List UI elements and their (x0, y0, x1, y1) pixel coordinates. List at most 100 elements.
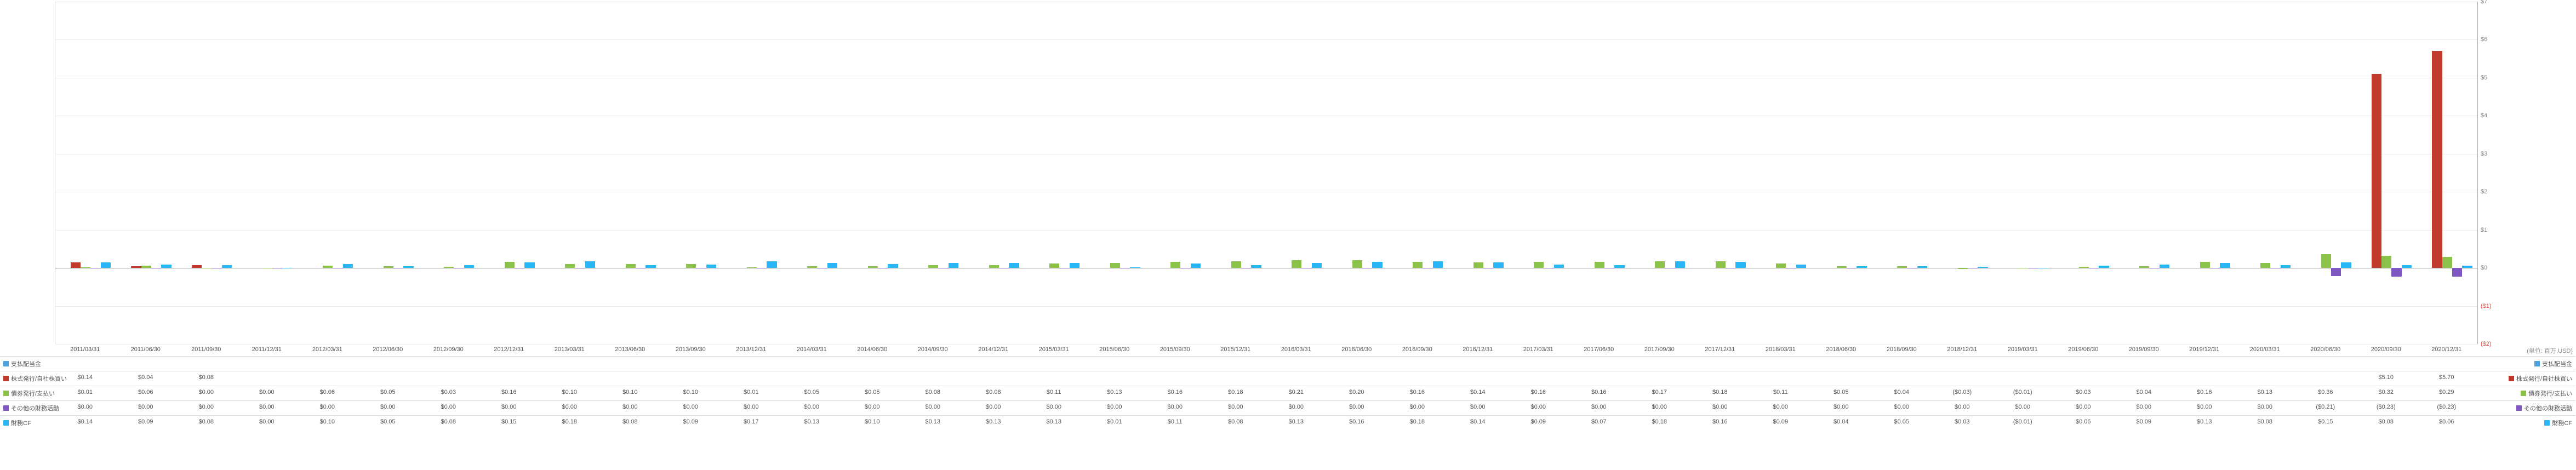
bar-fincf (706, 265, 716, 268)
bar-fincf (1191, 263, 1201, 268)
bar-fincf (1251, 265, 1261, 268)
cell: $0.05 (380, 389, 396, 396)
bar-debt (1716, 261, 1726, 268)
bar-equity (2372, 74, 2381, 268)
bar-fincf (403, 266, 413, 268)
bar-fincf (1978, 267, 1987, 268)
cell: $0.00 (198, 404, 214, 410)
bar-debt (1292, 260, 1301, 268)
y-tick-label: $6 (2481, 36, 2487, 43)
bar-debt (1352, 260, 1362, 268)
cell: $0.16 (1712, 419, 1728, 425)
cell: ($0.23) (2377, 404, 2396, 410)
table-row-equity: 株式発行/自社株買い株式発行/自社株買い$0.14$0.04$0.08$5.10… (0, 371, 2575, 386)
bar-fincf (2220, 263, 2230, 268)
cell: $0.18 (1409, 419, 1425, 425)
cell: $0.15 (501, 419, 517, 425)
series-label: 支払配当金 (2542, 359, 2572, 368)
cell: $0.16 (1409, 389, 1425, 396)
cell: $0.09 (1530, 419, 1546, 425)
cell: $0.32 (2378, 389, 2394, 396)
bar-debt (747, 267, 757, 268)
period-header: 2016/03/31 (1281, 346, 1311, 353)
bar-fincf (1857, 266, 1866, 268)
bar-other (2452, 268, 2462, 277)
legend-swatch (2509, 376, 2514, 381)
bar-debt (1534, 262, 1544, 268)
bar-fincf (2462, 266, 2472, 268)
period-header: 2018/03/31 (1766, 346, 1796, 353)
bar-fincf (524, 262, 534, 268)
y-tick-label: $2 (2481, 188, 2487, 195)
cell: $0.00 (1288, 404, 1304, 410)
period-header: 2017/06/30 (1584, 346, 1614, 353)
cell: $0.21 (1288, 389, 1304, 396)
cell: $5.70 (2439, 374, 2454, 381)
bar-fincf (2160, 265, 2169, 268)
cell: $0.00 (1773, 404, 1788, 410)
cell: $0.08 (198, 374, 214, 381)
cell: $0.08 (441, 419, 456, 425)
bar-fincf (1554, 265, 1564, 268)
cell: $0.17 (744, 419, 759, 425)
y-tick-label: $4 (2481, 112, 2487, 119)
period-header: 2017/12/31 (1705, 346, 1735, 353)
bar-debt (2139, 266, 2149, 268)
series-label: 支払配当金 (11, 359, 41, 368)
cell: $0.18 (1652, 419, 1667, 425)
legend-swatch (3, 420, 9, 426)
cell: $0.18 (1228, 389, 1243, 396)
period-header: 2016/12/31 (1463, 346, 1493, 353)
bar-fincf (1735, 262, 1745, 268)
bar-fincf (2402, 265, 2412, 268)
cell: $0.14 (77, 419, 93, 425)
period-header: 2019/12/31 (2189, 346, 2219, 353)
bar-debt (81, 267, 90, 268)
bar-debt (1837, 266, 1847, 268)
series-label: 株式発行/自社株買い (2516, 374, 2572, 383)
legend-swatch (2516, 405, 2522, 411)
y-tick-label: $0 (2481, 265, 2487, 271)
bar-fincf (343, 264, 353, 268)
bar-equity (131, 266, 141, 268)
cell: ($0.23) (2437, 404, 2456, 410)
cell: $0.01 (77, 389, 93, 396)
cell: $0.11 (1168, 419, 1183, 425)
cell: $0.00 (198, 389, 214, 396)
period-header: 2020/03/31 (2250, 346, 2280, 353)
cell: $0.11 (1047, 389, 1061, 396)
bar-debt (1958, 268, 1968, 269)
cell: $0.14 (1470, 389, 1486, 396)
table-row-other: その他の財務活動その他の財務活動$0.00$0.00$0.00$0.00$0.0… (0, 400, 2575, 415)
cell: $0.05 (380, 419, 396, 425)
period-header: 2014/06/30 (857, 346, 887, 353)
table-row-debt: 債券発行/支払い債券発行/支払い$0.01$0.06$0.00$0.00$0.0… (0, 386, 2575, 400)
bar-fincf (949, 263, 958, 268)
cell: $0.29 (2439, 389, 2454, 396)
cell: $0.00 (77, 404, 93, 410)
bar-debt (2321, 254, 2331, 268)
period-header: 2011/09/30 (191, 346, 221, 353)
bar-other (2331, 268, 2341, 276)
cell: $0.00 (744, 404, 759, 410)
cell: $0.08 (2257, 419, 2272, 425)
cell: $0.00 (1894, 404, 1909, 410)
y-tick-label: $1 (2481, 227, 2487, 233)
cell: ($0.01) (2013, 419, 2032, 425)
cell: $0.16 (2197, 389, 2212, 396)
cell: ($0.01) (2013, 389, 2032, 396)
cell: $0.10 (622, 389, 638, 396)
cell: $0.00 (259, 419, 275, 425)
bar-fincf (1675, 261, 1685, 268)
bar-debt (1897, 266, 1907, 268)
cell: $0.01 (1107, 419, 1122, 425)
legend-swatch (3, 376, 9, 381)
bar-fincf (1130, 267, 1140, 268)
cell: $0.00 (2197, 404, 2212, 410)
bar-debt (928, 265, 938, 268)
cell: $0.08 (198, 419, 214, 425)
cell: $0.00 (925, 404, 940, 410)
period-header: 2015/09/30 (1160, 346, 1190, 353)
chart-area: ($2)($1)$0$1$2$3$4$5$6$7 (55, 2, 2478, 344)
cell: $0.00 (804, 404, 819, 410)
